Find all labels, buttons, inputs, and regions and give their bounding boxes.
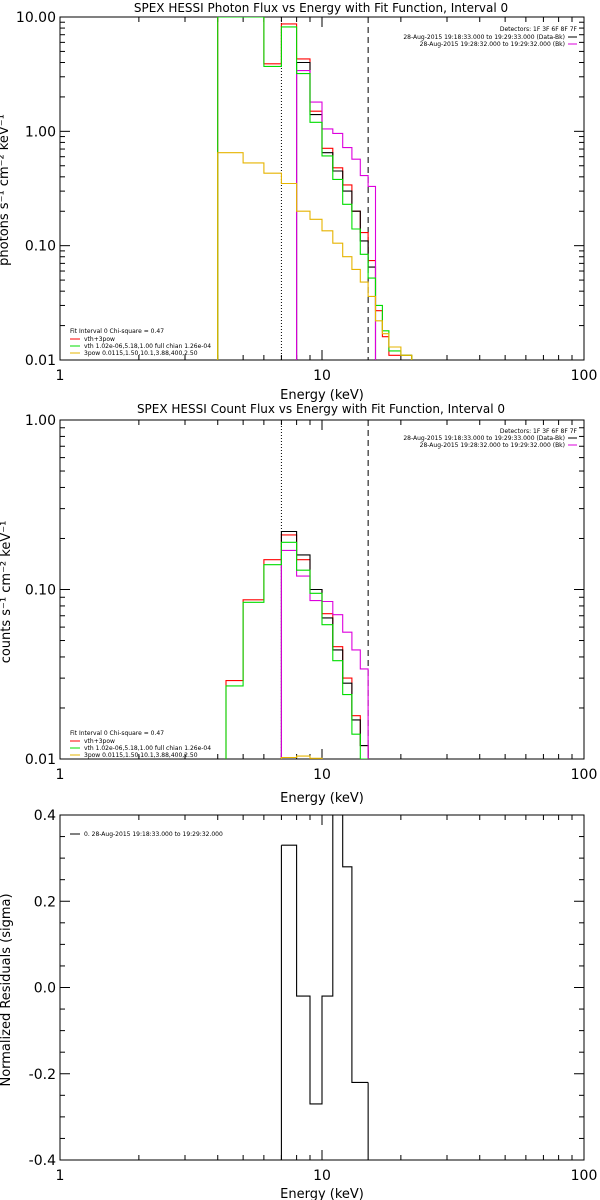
series-line-4 [217, 152, 413, 360]
y-tick-label: 0.2 [34, 894, 56, 910]
photon-background-interval-text: 28-Aug-2015 19:28:32.000 to 19:29:32.000… [420, 41, 565, 48]
x-tick-label: 1 [56, 368, 65, 384]
x-tick-label: 100 [571, 1168, 598, 1184]
x-tick-label: 10 [313, 1168, 331, 1184]
photon-chart-title: SPEX HESSI Photon Flux vs Energy with Fi… [134, 1, 508, 15]
plot-frame [59, 16, 585, 361]
photon-flux-panel: SPEX HESSI Photon Flux vs Energy with Fi… [0, 1, 597, 403]
count-fit-legend-label-total: vth+3pow [84, 738, 115, 745]
y-tick-label: 1.00 [25, 124, 56, 140]
count-flux-panel: SPEX HESSI Count Flux vs Energy with Fit… [0, 402, 597, 806]
y-tick-label: -0.2 [29, 1067, 56, 1083]
residuals-y-axis-label: Normalized Residuals (sigma) [0, 893, 14, 1086]
y-tick-label: 0.01 [25, 353, 56, 369]
y-tick-label: 0.0 [34, 981, 56, 997]
x-tick-label: 1 [56, 1168, 65, 1184]
y-tick-label: 0.4 [34, 808, 56, 824]
y-tick-label: 0.01 [25, 752, 56, 768]
series-line-3 [217, 17, 413, 360]
x-tick-label: 10 [313, 368, 331, 384]
series-line-2 [296, 70, 377, 360]
count-background-interval-text: 28-Aug-2015 19:28:32.000 to 19:29:32.000… [420, 442, 565, 449]
count-detectors-text: Detectors: 1F 3F 6F 8F 7F [500, 428, 578, 435]
x-tick-label: 100 [571, 368, 598, 384]
count-x-axis-label: Energy (keV) [280, 791, 364, 806]
series-line-4 [280, 755, 323, 759]
photon-detectors-text: Detectors: 1F 3F 6F 8F 7F [500, 26, 578, 33]
photon-y-axis-label: photons s⁻¹ cm⁻² keV⁻¹ [0, 114, 12, 266]
photon-fit-legend-label-3pow: 3pow 0.0115,1.50,10.1,3.88,400,2.50 [84, 350, 198, 357]
y-tick-label: -0.4 [29, 1153, 56, 1169]
x-tick-label: 100 [571, 767, 598, 783]
photon-fit-legend-title: Fit Interval 0 Chi-square = 0.47 [70, 328, 164, 335]
photon-data-interval-text: 28-Aug-2015 19:18:33.000 to 19:29:33.000… [403, 34, 565, 41]
count-fit-legend-title: Fit Interval 0 Chi-square = 0.47 [70, 730, 164, 737]
y-tick-label: 0.10 [25, 583, 56, 599]
y-tick-label: 10.00 [16, 10, 56, 26]
x-tick-label: 1 [56, 767, 65, 783]
photon-fit-legend-label-total: vth+3pow [84, 336, 115, 343]
residuals-legend-label: 0. 28-Aug-2015 19:18:33.000 to 19:29:32.… [84, 831, 223, 838]
photon-x-axis-label: Energy (keV) [280, 388, 364, 403]
series-line-2 [280, 549, 369, 759]
count-y-axis-label: counts s⁻¹ cm⁻² keV⁻¹ [0, 521, 14, 664]
y-tick-label: 0.10 [25, 239, 56, 255]
photon-fit-legend-label-vth: vth 1.02e-06,5.18,1.00 full chian 1.26e-… [84, 343, 211, 350]
count-fit-legend-label-3pow: 3pow 0.0115,1.50,10.1,3.88,400,2.50 [84, 752, 198, 759]
count-fit-legend-label-vth: vth 1.02e-06,5.18,1.00 full chian 1.26e-… [84, 745, 211, 752]
series-line-0 [281, 815, 369, 1105]
y-tick-label: 1.00 [25, 413, 56, 429]
series-line-1 [280, 530, 369, 759]
residuals-panel: Energy (keV) Normalized Residuals (sigma… [0, 808, 597, 1200]
plot-frame [59, 814, 585, 1161]
series-line-3 [225, 541, 369, 759]
count-data-interval-text: 28-Aug-2015 19:18:33.000 to 19:29:33.000… [403, 435, 565, 442]
residuals-x-axis-label: Energy (keV) [280, 1187, 364, 1200]
x-tick-label: 10 [313, 767, 331, 783]
count-chart-title: SPEX HESSI Count Flux vs Energy with Fit… [137, 402, 505, 416]
